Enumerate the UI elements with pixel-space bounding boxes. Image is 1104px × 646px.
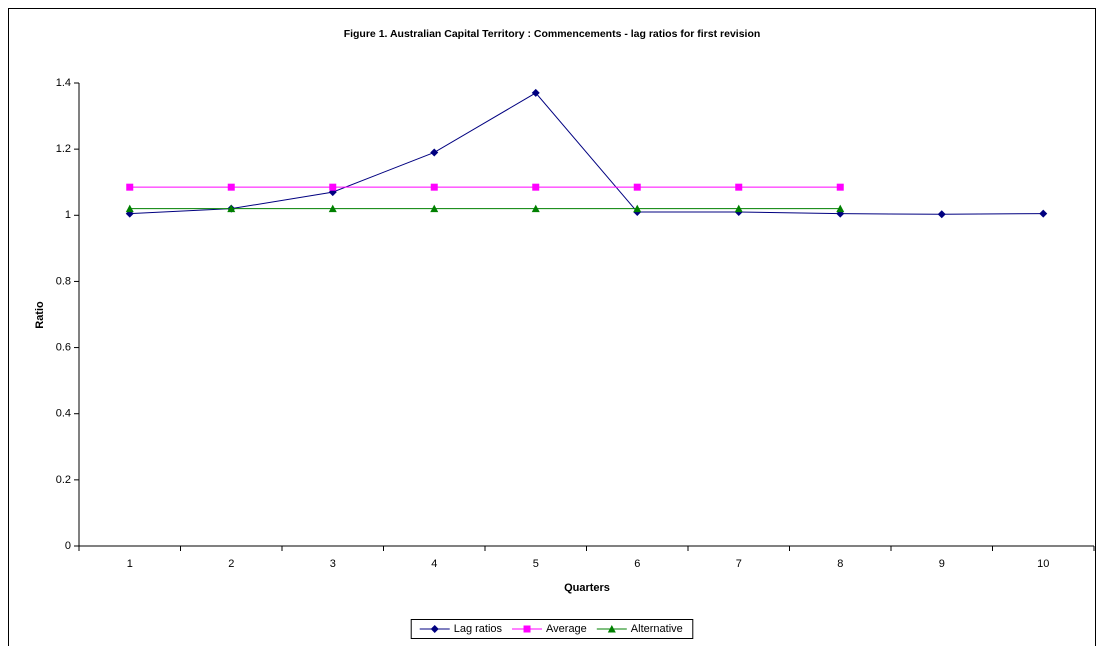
series-line	[129, 92, 1044, 215]
y-tick-label: 0.6	[56, 341, 71, 353]
chart-border	[8, 8, 1096, 646]
chart-title: Figure 1. Australian Capital Territory :…	[344, 28, 761, 40]
marker-diamond	[430, 148, 439, 157]
marker-square	[126, 183, 134, 191]
x-tick-label: 2	[228, 558, 234, 570]
y-tick-label: 0	[65, 540, 71, 552]
legend: Lag ratios Average Alternative	[410, 619, 694, 639]
x-tick-label: 1	[127, 558, 133, 570]
marker-triangle	[430, 204, 439, 213]
x-axis-label: Quarters	[564, 582, 610, 594]
y-tick-label: 0.4	[56, 408, 71, 420]
x-tick-label: 10	[1037, 558, 1049, 570]
marker-triangle	[531, 204, 540, 213]
marker-diamond	[531, 88, 540, 97]
y-axis-label: Ratio	[34, 301, 46, 329]
marker-square	[329, 183, 337, 191]
y-tick-label: 1.4	[56, 77, 71, 89]
x-tick-label: 6	[634, 558, 640, 570]
marker-triangle	[607, 625, 616, 633]
marker-square	[633, 183, 641, 191]
legend-label: Lag ratios	[454, 623, 503, 635]
y-tick-label: 0.2	[56, 474, 71, 486]
x-tick-label: 4	[431, 558, 437, 570]
legend-label: Alternative	[631, 623, 683, 635]
marker-diamond	[1039, 209, 1048, 218]
y-tick-label: 1.2	[56, 143, 71, 155]
y-tick-label: 1	[65, 209, 71, 221]
marker-diamond	[430, 625, 439, 633]
marker-triangle	[734, 204, 743, 213]
marker-square	[523, 625, 531, 633]
marker-triangle	[125, 204, 134, 213]
y-tick-label: 0.8	[56, 275, 71, 287]
marker-triangle	[227, 204, 236, 213]
marker-square	[735, 183, 743, 191]
x-tick-label: 9	[939, 558, 945, 570]
x-tick-label: 3	[330, 558, 336, 570]
legend-label: Average	[546, 623, 587, 635]
marker-triangle	[836, 204, 845, 213]
x-tick-label: 7	[736, 558, 742, 570]
marker-diamond	[937, 210, 946, 219]
marker-square	[227, 183, 235, 191]
marker-square	[836, 183, 844, 191]
legend-box	[410, 619, 694, 639]
x-tick-label: 8	[837, 558, 843, 570]
marker-square	[532, 183, 540, 191]
marker-triangle	[633, 204, 642, 213]
marker-square	[430, 183, 438, 191]
marker-triangle	[328, 204, 337, 213]
x-tick-label: 5	[533, 558, 539, 570]
